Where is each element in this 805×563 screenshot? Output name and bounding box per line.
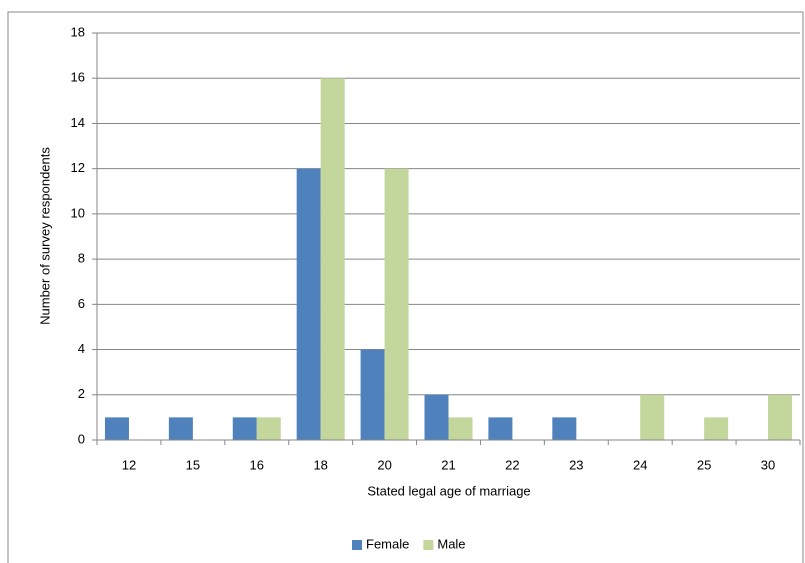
- x-tick-label: 12: [122, 457, 136, 472]
- y-axis-label: Number of survey respondents: [37, 147, 52, 325]
- x-tick-label: 20: [377, 457, 391, 472]
- bar: [104, 417, 129, 440]
- y-tick-label: 6: [78, 296, 85, 311]
- legend-swatch: [352, 540, 362, 550]
- x-tick-label: 25: [697, 457, 711, 472]
- y-tick-label: 2: [78, 386, 85, 401]
- y-tick-label: 16: [71, 70, 85, 85]
- x-tick-label: 16: [250, 457, 264, 472]
- legend-label: Female: [366, 536, 409, 551]
- y-tick-label: 0: [78, 431, 85, 446]
- y-tick-label: 12: [71, 160, 85, 175]
- x-tick-label: 21: [441, 457, 455, 472]
- y-tick-label: 10: [71, 205, 85, 220]
- bar: [320, 78, 345, 440]
- y-tick-label: 14: [71, 115, 85, 130]
- x-tick-label: 22: [505, 457, 519, 472]
- x-tick-label: 15: [186, 457, 200, 472]
- chart-border: [7, 11, 804, 563]
- bar: [552, 417, 577, 440]
- x-tick-label: 23: [569, 457, 583, 472]
- bar: [768, 394, 793, 440]
- bar: [704, 417, 729, 440]
- legend-swatch: [423, 540, 434, 550]
- x-tick-label: 24: [633, 457, 647, 472]
- y-tick-label: 18: [71, 24, 85, 39]
- x-tick-label: 18: [313, 457, 327, 472]
- legend-label: Male: [437, 536, 465, 551]
- bar: [384, 168, 409, 440]
- bar: [448, 417, 473, 440]
- bar: [232, 417, 257, 440]
- bar: [296, 168, 321, 440]
- bar: [640, 394, 665, 440]
- y-tick-label: 8: [78, 251, 85, 266]
- bar: [424, 394, 449, 440]
- x-tick-label: 30: [761, 457, 775, 472]
- y-tick-label: 4: [78, 341, 85, 356]
- bar: [256, 417, 281, 440]
- bar: [360, 349, 385, 440]
- bar: [488, 417, 513, 440]
- x-axis-label: Stated legal age of marriage: [367, 483, 530, 498]
- bar: [168, 417, 193, 440]
